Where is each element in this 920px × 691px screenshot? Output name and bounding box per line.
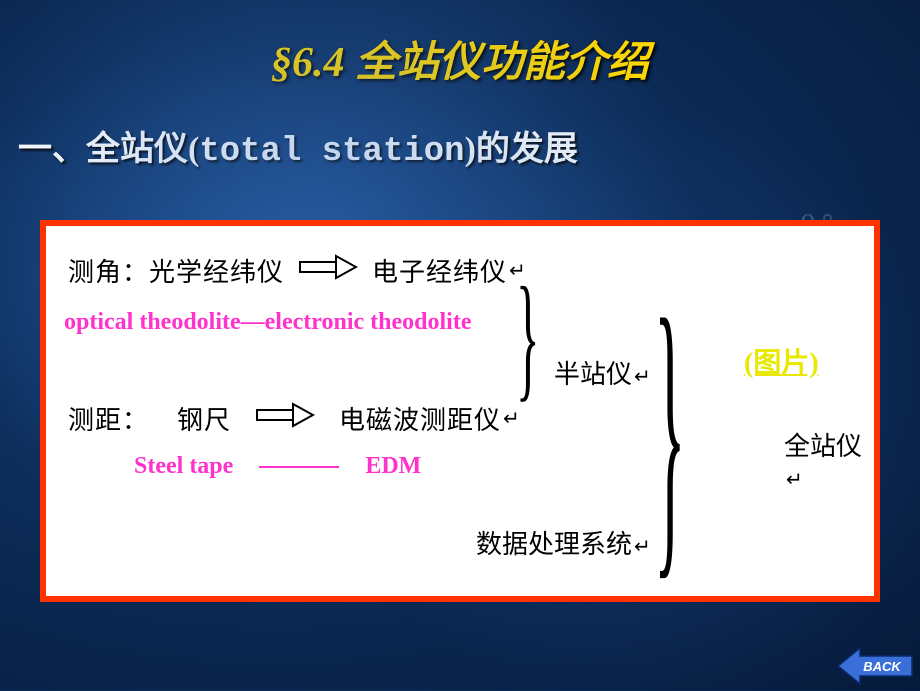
dist-from: 钢尺 xyxy=(177,400,231,437)
subtitle-mono: total station xyxy=(199,133,464,171)
diagram-frame: 测角： 光学经纬仪 电子经纬仪 ↵ optical theodolite—ele… xyxy=(40,220,880,602)
steel-tape-label: Steel tape xyxy=(134,453,233,479)
dist-label: 测距： xyxy=(68,400,149,437)
data-system-label: 数据处理系统↵ xyxy=(476,524,651,561)
angle-to: 电子经纬仪 xyxy=(372,252,507,289)
arrow-icon xyxy=(298,254,358,287)
back-button[interactable]: BACK xyxy=(838,646,914,686)
enter-icon: ↵ xyxy=(634,366,651,388)
enter-icon: ↵ xyxy=(786,469,803,491)
image-link[interactable]: (图片) xyxy=(744,344,819,383)
angle-label: 测角： xyxy=(68,252,149,289)
row-distance: 测距： 钢尺 电磁波测距仪 ↵ xyxy=(68,400,856,437)
total-station-label: 全站仪↵ xyxy=(784,426,874,493)
half-station-label: 半站仪↵ xyxy=(554,354,651,391)
arrow-icon xyxy=(255,402,315,435)
dash-icon xyxy=(259,466,339,468)
enter-icon: ↵ xyxy=(634,536,651,558)
section-heading: 一、全站仪(total station)的发展 xyxy=(18,121,920,171)
dist-to: 电磁波测距仪 xyxy=(339,400,501,437)
subtitle-pre: 一、全站仪( xyxy=(18,131,199,168)
subtitle-post: )的发展 xyxy=(465,131,578,168)
brace-small-icon: } xyxy=(516,256,540,417)
brace-large-icon: } xyxy=(654,249,686,611)
edm-label: EDM xyxy=(365,453,421,479)
pink-angle-caption: optical theodolite—electronic theodolite xyxy=(64,309,856,336)
row-angle: 测角： 光学经纬仪 电子经纬仪 ↵ xyxy=(68,252,856,289)
angle-from: 光学经纬仪 xyxy=(149,252,284,289)
pink-dist-caption: Steel tape EDM xyxy=(134,453,856,480)
page-title: §6.4 全站仪功能介绍 xyxy=(0,0,920,89)
back-label: BACK xyxy=(863,659,902,674)
